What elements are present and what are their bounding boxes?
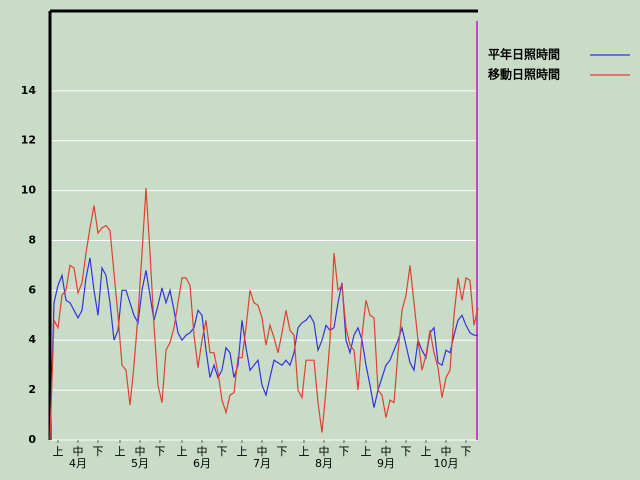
month-label: 8月 xyxy=(315,457,333,470)
x-tick-label: 中 xyxy=(441,445,452,458)
month-label: 10月 xyxy=(434,457,459,470)
month-label: 6月 xyxy=(193,457,211,470)
x-tick-label: 下 xyxy=(93,445,104,458)
x-tick-label: 上 xyxy=(115,445,126,458)
x-tick-label: 上 xyxy=(421,445,432,458)
x-tick-label: 上 xyxy=(177,445,188,458)
series-line xyxy=(49,257,478,441)
y-tick-label: 14 xyxy=(21,84,37,97)
x-tick-label: 上 xyxy=(299,445,310,458)
month-label: 4月 xyxy=(69,457,87,470)
x-tick-label: 中 xyxy=(381,445,392,458)
x-tick-label: 上 xyxy=(237,445,248,458)
x-tick-label: 上 xyxy=(361,445,372,458)
x-tick-label: 上 xyxy=(53,445,64,458)
y-tick-label: 4 xyxy=(28,333,36,346)
x-tick-label: 中 xyxy=(197,445,208,458)
x-tick-label: 中 xyxy=(135,445,146,458)
month-label: 9月 xyxy=(377,457,395,470)
y-tick-label: 10 xyxy=(21,184,37,197)
legend-label: 平年日照時間 xyxy=(488,47,560,62)
y-tick-label: 2 xyxy=(28,383,36,396)
x-tick-label: 下 xyxy=(401,445,412,458)
x-tick-label: 下 xyxy=(217,445,228,458)
month-label: 7月 xyxy=(253,457,271,470)
y-tick-label: 12 xyxy=(21,134,36,147)
y-tick-label: 6 xyxy=(28,283,36,296)
y-tick-label: 8 xyxy=(28,233,36,246)
legend-label: 移動日照時間 xyxy=(488,67,560,82)
x-tick-label: 下 xyxy=(155,445,166,458)
series-line xyxy=(49,188,479,441)
x-tick-label: 中 xyxy=(319,445,330,458)
x-tick-label: 中 xyxy=(73,445,84,458)
x-tick-label: 下 xyxy=(339,445,350,458)
x-tick-label: 中 xyxy=(257,445,268,458)
x-tick-label: 下 xyxy=(461,445,472,458)
y-tick-label: 0 xyxy=(28,433,36,446)
month-label: 5月 xyxy=(131,457,149,470)
x-tick-label: 下 xyxy=(277,445,288,458)
